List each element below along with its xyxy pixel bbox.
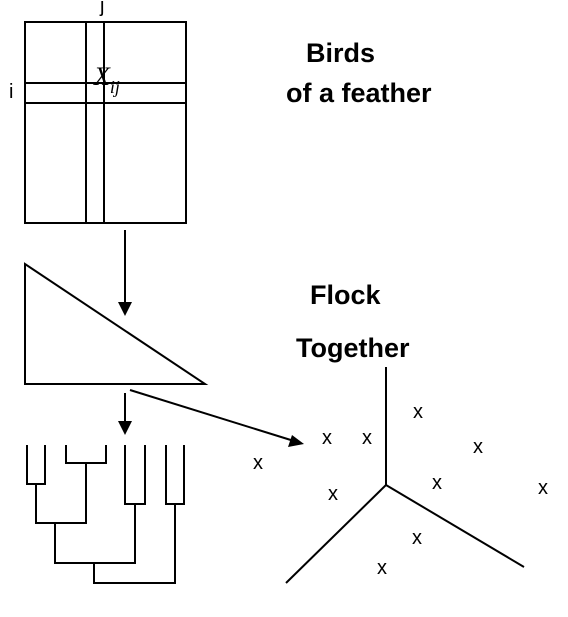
dendrogram [26,445,185,584]
scatter-point: x [253,452,263,474]
arrow-triangle-to-scatter [129,389,295,442]
scatter-point: x [322,427,332,449]
scatter-point: x [473,436,483,458]
heading-of-a-feather: of a feather [286,78,432,108]
arrowhead-down-1 [118,302,132,316]
heading-together: Together [296,333,410,363]
scatter-point: x [412,527,422,549]
scatter-point: x [432,472,442,494]
heading-flock: Flock [310,280,381,310]
matrix-column-label: j [100,0,105,17]
arrowhead-right [288,435,304,447]
matrix-row-label: i [9,81,14,103]
matrix-cell-label-sub: ij [109,77,120,97]
scatter-point: x [538,477,548,499]
scatter-point: x [362,427,372,449]
matrix-cell-label-base: X [94,62,110,91]
data-matrix [24,21,187,224]
matrix-cell-label: Xij [94,62,120,97]
arrowhead-down-2 [118,421,132,435]
scatter-axes [285,367,525,584]
scatter-point: x [413,401,423,423]
heading-birds: Birds [306,38,376,68]
scatter-point: x [377,557,387,579]
triangle-distance-matrix [24,262,209,385]
scatter-point: x [328,483,338,505]
